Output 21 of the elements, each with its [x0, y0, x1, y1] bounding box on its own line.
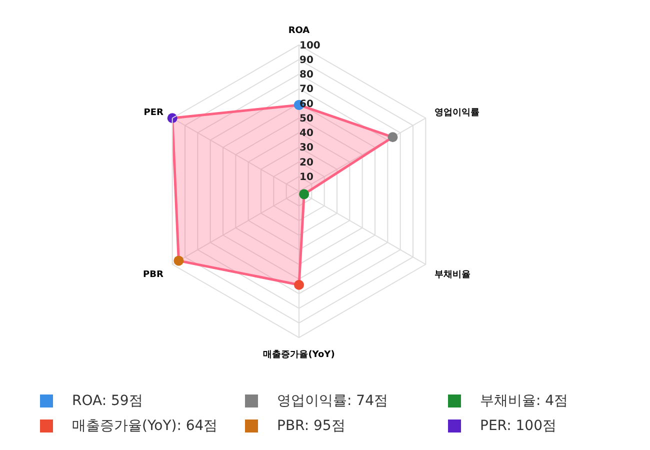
spoke-label: ROA [288, 26, 310, 36]
y-tick-label: 90 [300, 54, 314, 66]
y-tick-label: 40 [300, 128, 314, 139]
text: 매출증가율(YoY): 64점 [72, 418, 218, 434]
y-tick-label: 20 [300, 157, 314, 168]
y-tick-label: 70 [300, 84, 314, 96]
text: PER: 100점 [480, 418, 556, 434]
text: 부채비율: 4점 [480, 393, 568, 409]
y-tick-label: 30 [300, 142, 314, 154]
y-tick-label: 10 [300, 172, 314, 183]
text: ROA: 59점 [72, 393, 143, 409]
spoke-label: PBR [143, 270, 164, 280]
spoke-label: 영업이익률 [434, 108, 480, 118]
y-tick-label: 100 [300, 40, 320, 52]
spoke-label: PER [144, 108, 164, 118]
spoke-label: 매출증가율(YoY) [263, 348, 335, 360]
spoke-label: 부채비율 [434, 270, 471, 280]
y-tick-label: 80 [300, 70, 314, 80]
text: 영업이익률: 74점 [277, 393, 388, 409]
y-tick-label: 50 [300, 113, 314, 124]
text: PBR: 95점 [277, 418, 346, 434]
